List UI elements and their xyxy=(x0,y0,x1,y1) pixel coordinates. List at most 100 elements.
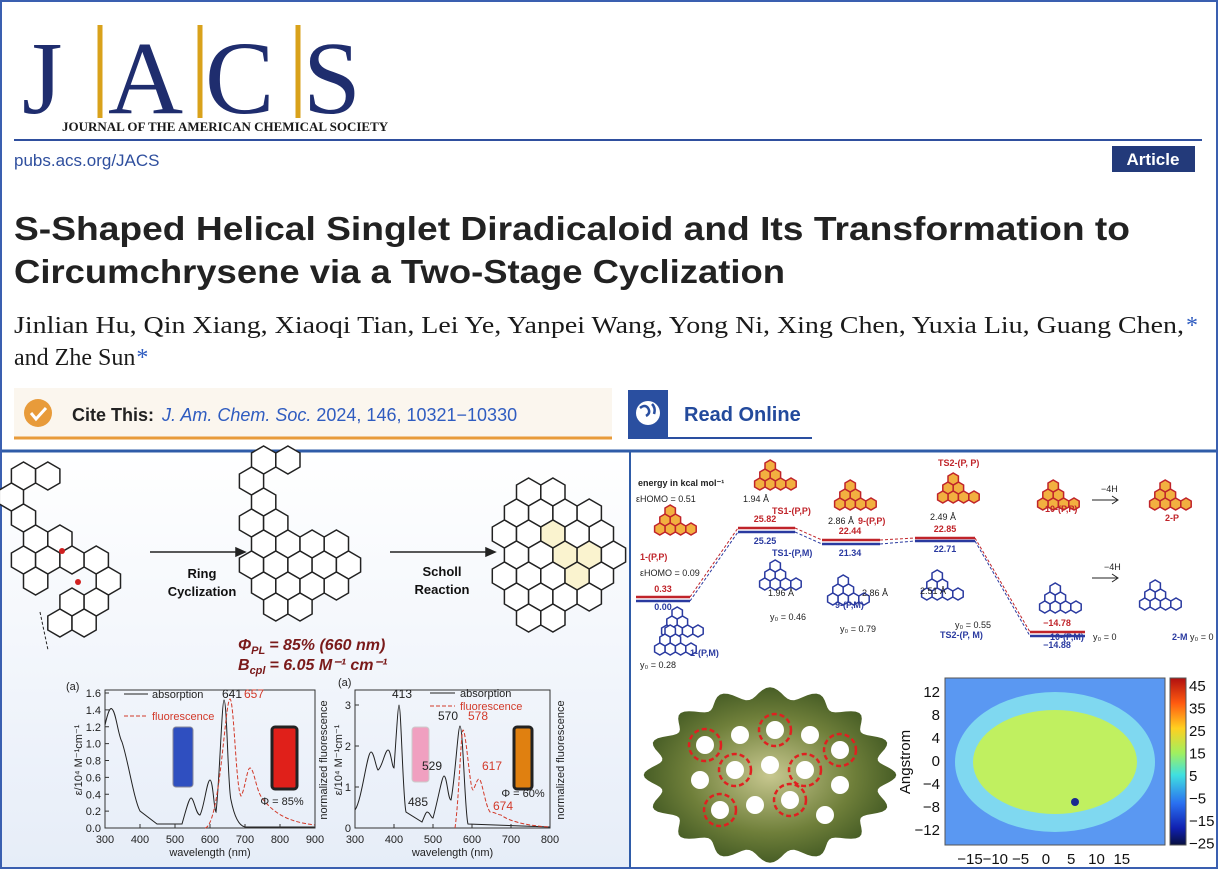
notes: y₀ = 0.55 xyxy=(955,620,991,630)
hole xyxy=(746,796,764,814)
connector xyxy=(879,540,916,545)
notes: 1.94 Å xyxy=(743,494,769,504)
xticks: 300 xyxy=(346,834,364,846)
species: 1-(P,M) xyxy=(690,648,719,658)
yticks: 12 xyxy=(923,684,940,701)
yticks: 8 xyxy=(932,707,940,724)
energies: 22.85 xyxy=(934,524,957,534)
ring-current xyxy=(687,727,723,763)
ring xyxy=(837,574,850,588)
yticks: −4 xyxy=(923,776,940,793)
article-type: Article xyxy=(1127,150,1180,169)
value: = 6.05 M⁻¹ cm⁻¹ xyxy=(269,657,387,674)
colorbar-ticks: −15 xyxy=(1189,813,1214,830)
cite-journal: J. Am. Chem. Soc. xyxy=(161,405,311,425)
ring xyxy=(674,642,687,656)
bond xyxy=(39,611,49,651)
species: 2-P xyxy=(1165,513,1179,523)
notes: y₀ = 0.28 xyxy=(640,660,676,670)
ring xyxy=(671,606,684,620)
ring xyxy=(947,490,960,504)
connector xyxy=(879,537,916,541)
yticks: −12 xyxy=(915,822,940,839)
peak-labels: 413 xyxy=(392,687,412,701)
ring xyxy=(764,459,777,473)
ring xyxy=(664,642,677,656)
cite-label[interactable]: Cite This: xyxy=(72,405,154,425)
peak-labels: 674 xyxy=(493,799,513,813)
ring xyxy=(758,577,771,591)
arrow xyxy=(1092,495,1119,583)
yticks: −8 xyxy=(923,799,940,816)
ring xyxy=(685,642,697,656)
ring xyxy=(1170,597,1182,611)
species: 9-(P,P) xyxy=(858,516,885,526)
ring xyxy=(34,461,61,491)
logo-letters: S xyxy=(303,21,361,136)
ring xyxy=(790,577,802,591)
hole xyxy=(696,736,714,754)
ring xyxy=(854,497,867,511)
ring xyxy=(1138,597,1151,611)
species: 2-M xyxy=(1172,632,1188,642)
ring xyxy=(540,603,566,633)
ring-current xyxy=(757,712,793,748)
xticks: 700 xyxy=(236,834,254,846)
hole xyxy=(781,791,799,809)
legend: absorption xyxy=(460,688,511,700)
panel: (a) xyxy=(66,681,79,693)
article-badge xyxy=(1112,146,1195,172)
journal-name: JOURNAL OF THE AMERICAN CHEMICAL SOCIETY xyxy=(62,119,389,134)
unit: energy in kcal mol⁻¹ xyxy=(638,478,724,488)
xticks: 800 xyxy=(541,834,559,846)
corresponding-mark: * xyxy=(136,345,148,371)
xticks: 500 xyxy=(166,834,184,846)
acid-plot xyxy=(643,687,897,863)
notes: −4H xyxy=(1101,484,1118,494)
legend: fluorescence xyxy=(460,701,522,713)
connector xyxy=(689,531,739,602)
radical xyxy=(75,579,81,585)
ring xyxy=(1036,497,1049,511)
step1: Cyclization xyxy=(168,584,237,599)
ring xyxy=(685,522,697,536)
y-label: ε/10⁴ M⁻¹cm⁻¹ xyxy=(333,724,345,795)
read-online[interactable]: Read Online xyxy=(684,404,801,426)
xticks: 500 xyxy=(424,834,442,846)
ring xyxy=(576,582,603,612)
ring xyxy=(323,571,350,601)
ring xyxy=(1068,497,1080,511)
logo-bars xyxy=(97,25,301,118)
yticks: 1 xyxy=(345,782,351,794)
species: 1-(P,P) xyxy=(640,552,667,562)
notes: 1.96 Å xyxy=(768,588,794,598)
ring xyxy=(1169,497,1182,511)
ring xyxy=(769,559,782,573)
colorbar-ticks: 15 xyxy=(1189,746,1206,763)
notes: y₀ = 0.46 xyxy=(770,612,806,622)
ring xyxy=(1049,582,1062,596)
species: 10-(P,P) xyxy=(1045,504,1077,514)
ring xyxy=(1070,600,1082,614)
xticks: 900 xyxy=(306,834,324,846)
notes: 2.49 Å xyxy=(930,512,956,522)
heatmap xyxy=(944,677,1187,846)
ring xyxy=(71,608,97,638)
ring xyxy=(952,587,964,601)
hole xyxy=(831,741,849,759)
notes: y₀ = 0 xyxy=(1093,632,1117,642)
xticks: 0 xyxy=(1042,851,1050,868)
ring xyxy=(1149,579,1162,593)
energies: 22.71 xyxy=(934,544,957,554)
yticks: 0 xyxy=(932,753,940,770)
subscript: PL xyxy=(251,645,265,657)
cite-box[interactable] xyxy=(14,388,612,438)
ring xyxy=(664,522,677,536)
energies: 0.33 xyxy=(654,584,672,594)
panel: (a) xyxy=(338,677,351,689)
ring xyxy=(515,603,542,633)
xticks: −15 xyxy=(957,851,982,868)
url[interactable]: pubs.acs.org/JACS xyxy=(14,151,160,170)
yticks: 0.2 xyxy=(86,806,101,818)
